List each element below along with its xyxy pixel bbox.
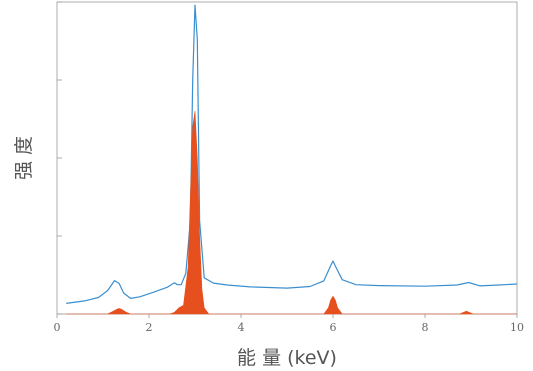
x-tick-label-8: 8: [422, 321, 429, 334]
series-0-line: [66, 4, 518, 304]
plot-border: [56, 1, 518, 315]
y-axis-title: 强 度: [13, 136, 35, 180]
x-axis-tick-labels: 0 2 4 6 8 10: [54, 321, 525, 334]
series-layer: [65, 4, 518, 315]
x-axis-ticks: [56, 314, 518, 318]
x-tick-label-6: 6: [330, 321, 337, 334]
x-tick-label-0: 0: [54, 321, 61, 334]
x-axis-title: 能 量 (keV): [237, 347, 337, 369]
x-tick-label-10: 10: [510, 321, 524, 334]
series-1-area: [65, 110, 518, 315]
y-axis-ticks: [57, 1, 62, 315]
x-tick-label-4: 4: [238, 321, 245, 334]
plot-frame: [56, 1, 518, 315]
x-tick-label-2: 2: [146, 321, 153, 334]
